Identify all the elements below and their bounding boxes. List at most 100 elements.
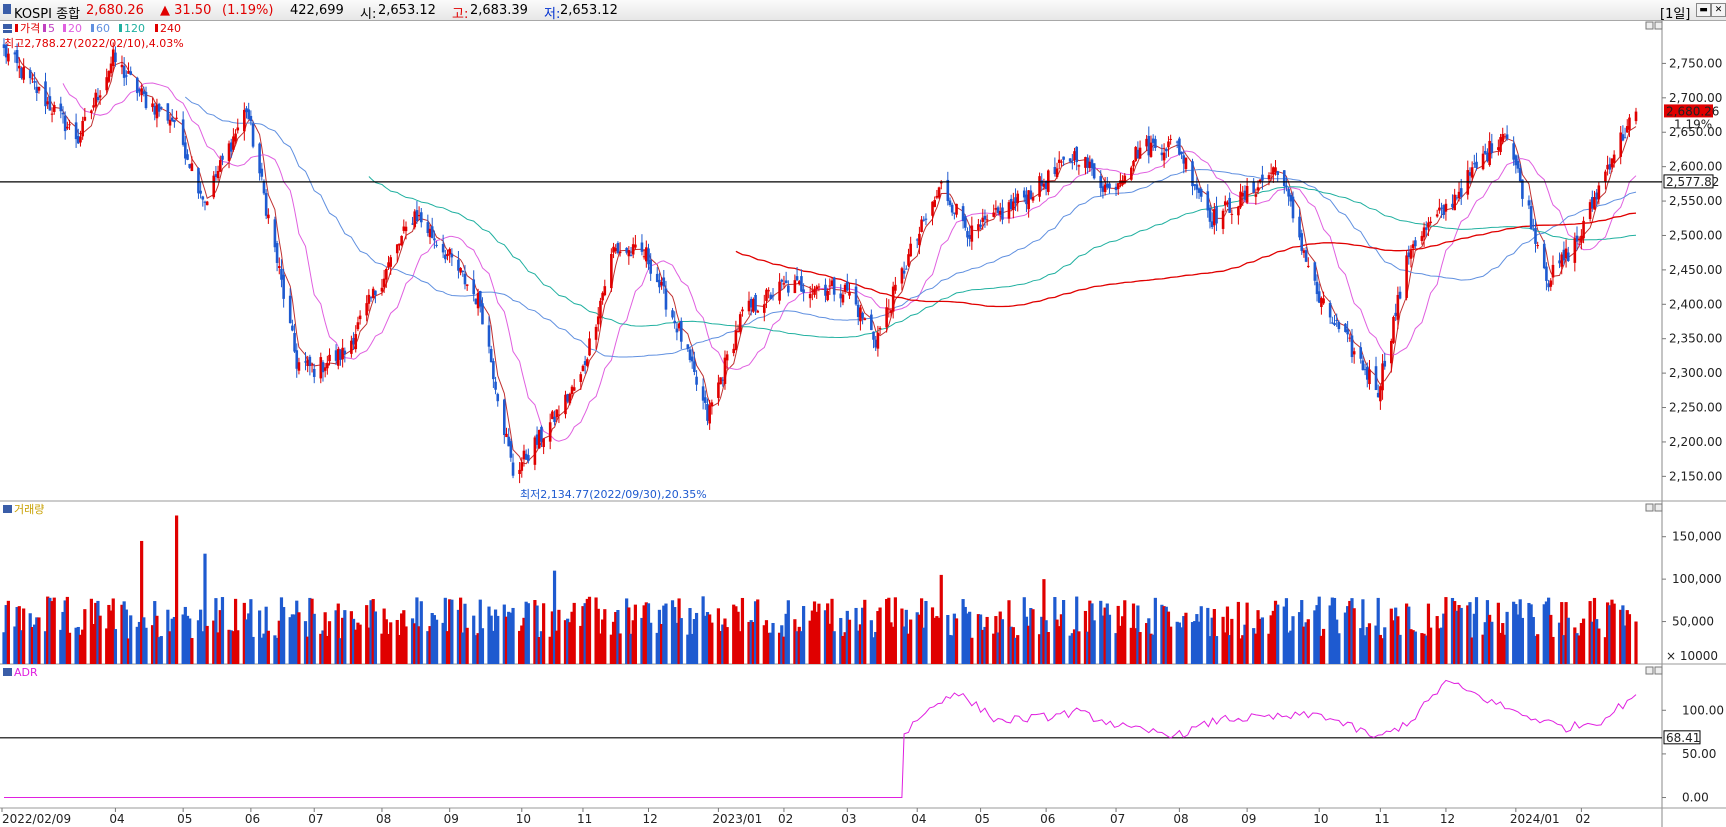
volume-bar-163 — [502, 604, 506, 664]
panel-icon-lower — [3, 30, 12, 33]
candle-body-402 — [1230, 213, 1234, 215]
candle-body-410 — [1256, 187, 1260, 191]
minimize-icon[interactable]: ▬ — [1696, 3, 1711, 17]
volume-bar-177 — [542, 603, 546, 664]
volume-bar-362 — [1107, 614, 1112, 664]
pct-marker-text: 1.19% — [1674, 117, 1712, 131]
candle-body-38 — [120, 64, 124, 68]
candle-body-474 — [1453, 194, 1456, 211]
candle-body-161 — [494, 381, 497, 390]
volume-bar-448 — [1374, 625, 1378, 664]
candle-body-71 — [218, 160, 222, 172]
price-tick-label-7: 2,500.00 — [1669, 228, 1722, 242]
volume-bar-153 — [472, 615, 476, 664]
volume-bar-261 — [799, 631, 804, 664]
candle-body-314 — [963, 216, 967, 228]
candle-body-174 — [535, 434, 539, 445]
volume-bar-210 — [644, 602, 648, 664]
volume-bar-192 — [587, 596, 592, 664]
candle-body-91 — [280, 268, 283, 280]
volume-bar-291 — [891, 626, 895, 664]
volume-bar-30 — [94, 602, 98, 664]
candle-body-210 — [645, 247, 648, 262]
volume-bar-278 — [854, 607, 858, 664]
volume-bar-108 — [334, 610, 338, 664]
candle-body-65 — [201, 196, 205, 200]
candle-body-129 — [398, 243, 401, 246]
candle-body-299 — [918, 233, 921, 246]
candle-body-45 — [140, 88, 143, 96]
volume-bar-517 — [1581, 618, 1586, 664]
volume-panel-buttons[interactable] — [1645, 503, 1663, 512]
close-icon[interactable]: ✕ — [1711, 3, 1726, 17]
volume-bar-172 — [526, 603, 530, 664]
volume-bar-386 — [1182, 616, 1186, 664]
volume-bar-70 — [216, 632, 220, 664]
volume-bar-1 — [4, 605, 8, 664]
candle-body-422 — [1291, 196, 1295, 219]
volume-bar-97 — [297, 612, 301, 664]
legend-label-1: 5 — [48, 22, 55, 35]
price-change: ▲ 31.50 — [160, 3, 212, 18]
candle-body-417 — [1276, 171, 1280, 175]
candle-body-244 — [749, 298, 753, 308]
volume-bar-135 — [415, 597, 419, 664]
price-marker-box — [1664, 104, 1713, 118]
candle-body-494 — [1514, 155, 1518, 166]
volume-bar-0 — [2, 632, 6, 664]
volume-bar-381 — [1166, 611, 1171, 664]
candle-body-212 — [649, 260, 652, 274]
candle-body-184 — [566, 393, 569, 402]
stock-chart[interactable]: 가격 5 20 60 120 240 최고2,788.27(2022/02/10),4.0… — [0, 21, 1726, 827]
volume-bar-496 — [1518, 599, 1522, 664]
volume-bar-385 — [1179, 627, 1184, 664]
adr-panel-buttons[interactable] — [1645, 666, 1663, 675]
volume-unit-label: × 10000 — [1666, 649, 1718, 663]
volume-bar-435 — [1332, 597, 1337, 664]
volume-bar-95 — [292, 614, 297, 664]
price-change-pct: (1.19%) — [222, 3, 274, 18]
volume-bar-156 — [478, 599, 482, 664]
candle-body-430 — [1317, 291, 1321, 303]
volume-bar-305 — [935, 616, 939, 664]
volume-bar-102 — [312, 613, 316, 664]
volume-bar-374 — [1147, 618, 1151, 664]
candle-body-481 — [1473, 163, 1476, 165]
candle-body-16 — [50, 113, 54, 115]
volume-bar-4 — [15, 607, 19, 664]
volume-bar-82 — [251, 636, 255, 664]
candle-body-78 — [243, 109, 246, 132]
candle-body-390 — [1195, 184, 1199, 190]
candle-body-388 — [1191, 161, 1194, 187]
volume-bar-59 — [183, 606, 187, 664]
adr-title: ADR — [14, 666, 38, 679]
volume-bar-56 — [172, 616, 177, 664]
period-button[interactable]: [1일] — [1660, 7, 1691, 22]
volume-bar-439 — [1346, 606, 1350, 664]
volume-bar-399 — [1223, 632, 1227, 664]
candle-body-232 — [710, 402, 714, 407]
candle-body-258 — [793, 280, 797, 294]
volume-bar-355 — [1088, 600, 1092, 664]
volume-bar-66 — [203, 553, 207, 664]
candle-body-140 — [430, 226, 434, 238]
candle-body-46 — [142, 91, 146, 94]
volume-bar-12 — [37, 617, 41, 664]
volume-bar-137 — [419, 601, 423, 664]
candle-body-335 — [1027, 190, 1030, 210]
candle-body-119 — [367, 294, 371, 304]
candle-body-371 — [1136, 149, 1140, 159]
candle-body-405 — [1241, 192, 1245, 197]
volume-bar-133 — [410, 618, 415, 664]
candle-body-8 — [28, 69, 32, 79]
candle-body-507 — [1551, 264, 1555, 278]
price-panel-buttons[interactable] — [1645, 21, 1663, 30]
volume-bar-275 — [843, 632, 847, 664]
volume-tick-label-2: 150,000 — [1672, 530, 1722, 544]
volume-bar-109 — [336, 603, 340, 664]
volume-bar-8 — [28, 613, 32, 664]
candle-body-514 — [1575, 235, 1579, 242]
candle-body-192 — [588, 338, 591, 356]
price-legend: 가격 5 20 60 120 240 — [3, 22, 181, 35]
candle-body-94 — [291, 325, 294, 331]
